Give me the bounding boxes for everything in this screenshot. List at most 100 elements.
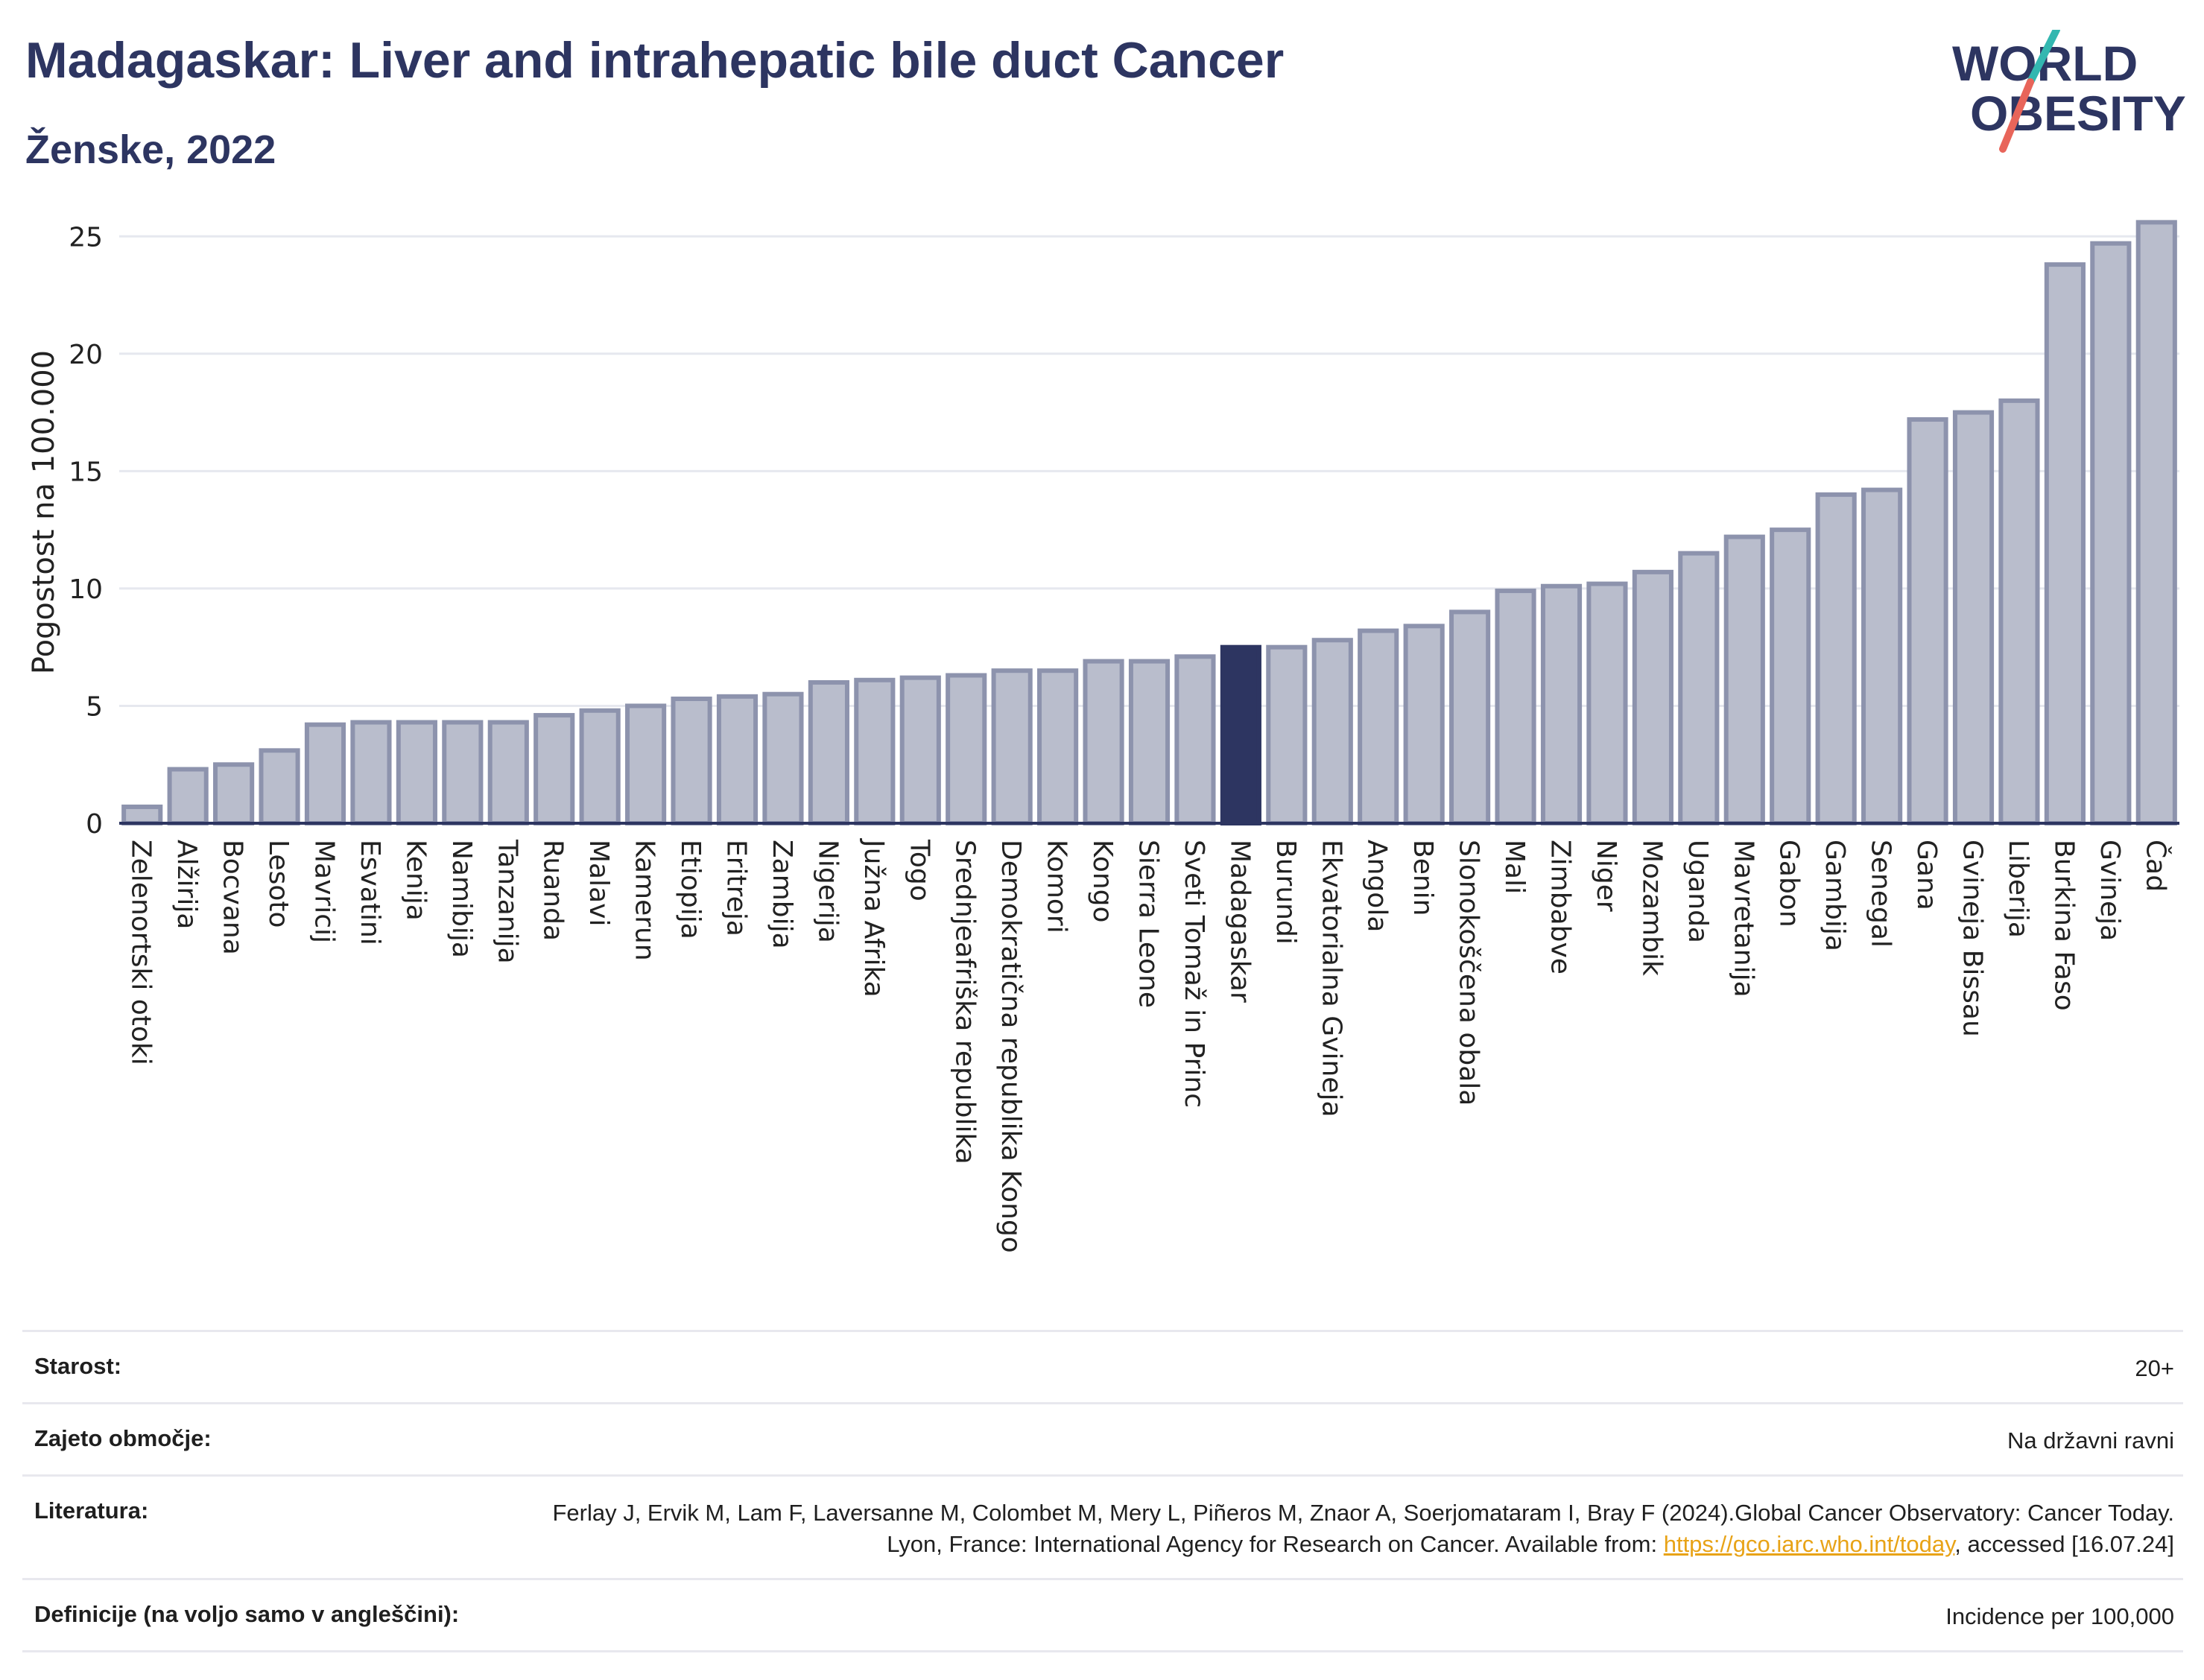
- x-tick-label: Senegal: [1866, 840, 1896, 948]
- x-tick-label: Kamerun: [630, 840, 660, 961]
- info-value-definitions: Incidence per 100,000: [1945, 1603, 2174, 1629]
- literature-accessed: , accessed [16.07.24]: [1954, 1531, 2174, 1557]
- y-tick-label: 15: [69, 457, 103, 487]
- bar: [579, 708, 621, 825]
- bar: [1083, 659, 1124, 825]
- x-tick-label: Malavi: [583, 840, 614, 927]
- x-tick-label: Uganda: [1682, 840, 1713, 943]
- logo-text-world: WORLD: [1952, 36, 2138, 91]
- bar: [1311, 638, 1353, 826]
- x-tick-label: Madagaskar: [1224, 840, 1255, 1003]
- x-tick-label: Mali: [1499, 840, 1530, 894]
- x-tick-label: Slonokoščena obala: [1454, 840, 1484, 1106]
- bar: [213, 762, 255, 826]
- logo-slash-red: [1999, 78, 2034, 153]
- x-tick-label: Eritreja: [721, 840, 752, 936]
- literature-text: Ferlay J, Ervik M, Lam F, Laversanne M, …: [552, 1500, 2174, 1557]
- bar: [487, 720, 529, 826]
- bar: [1723, 534, 1765, 825]
- bar: [304, 722, 346, 826]
- x-tick-label: Togo: [904, 839, 934, 901]
- info-row-definitions: Definicije (na voljo samo v angleščini):…: [22, 1578, 2183, 1652]
- info-value-coverage: Na državni ravni: [2007, 1427, 2174, 1454]
- bar: [1495, 589, 1536, 825]
- y-tick-label: 5: [86, 691, 103, 722]
- x-tick-label: Namibija: [446, 840, 477, 958]
- x-tick-label: Sierra Leone: [1133, 840, 1164, 1008]
- x-tick-label: Kenija: [400, 840, 431, 921]
- info-row-age: Starost: 20+: [22, 1330, 2183, 1402]
- bar: [671, 697, 712, 825]
- bar: [1815, 492, 1857, 825]
- x-tick-label: Čad: [2140, 840, 2171, 892]
- x-tick-label: Benin: [1407, 840, 1438, 916]
- bar: [946, 673, 987, 825]
- bar: [1632, 569, 1673, 825]
- x-tick-label: Nigerija: [812, 840, 843, 943]
- bar: [533, 713, 575, 825]
- info-table: Starost: 20+ Zajeto območje: Na državni …: [22, 1330, 2183, 1652]
- bar: [167, 767, 209, 826]
- bar: [1358, 628, 1399, 825]
- bar: [808, 679, 849, 826]
- bar: [350, 720, 392, 826]
- x-tick-label: Liberija: [2003, 840, 2033, 938]
- x-tick-label: Niger: [1591, 840, 1621, 912]
- x-tick-label: Esvatini: [355, 840, 385, 945]
- x-tick-label: Gvineja Bissau: [1957, 840, 1988, 1037]
- x-tick-label: Kongo: [1087, 840, 1118, 923]
- info-value-age: 20+: [2135, 1355, 2174, 1381]
- source-link[interactable]: https://gco.iarc.who.int/today: [1663, 1531, 1955, 1557]
- bar: [991, 668, 1033, 825]
- bar: [1037, 668, 1079, 825]
- chart-title: Madagaskar: Liver and intrahepatic bile …: [25, 32, 1285, 89]
- y-tick-label: 0: [86, 809, 103, 840]
- x-tick-label: Komori: [1042, 840, 1072, 933]
- x-tick-label: Sveti Tomaž in Princ: [1179, 840, 1209, 1108]
- x-tick-label: Južna Afrika: [858, 838, 889, 998]
- bar: [1266, 644, 1308, 826]
- bar: [854, 677, 896, 826]
- bar: [1586, 581, 1628, 825]
- bar: [1128, 659, 1171, 825]
- x-tick-label: Tanzanija: [492, 839, 522, 964]
- bar: [1220, 644, 1261, 826]
- bar: [1449, 609, 1491, 825]
- bar: [1174, 654, 1216, 825]
- bar: [1861, 487, 1903, 825]
- logo-slash-teal: [2027, 30, 2060, 86]
- x-tick-label: Ruanda: [538, 840, 569, 941]
- bar: [2135, 220, 2177, 825]
- bar: [1770, 527, 1811, 825]
- bar: [1678, 551, 1720, 825]
- x-tick-label: Gana: [1911, 840, 1942, 910]
- bar: [1403, 624, 1445, 825]
- x-tick-label: Angola: [1362, 840, 1393, 932]
- bar: [259, 748, 300, 825]
- bar-chart: 0 5 10 15 20 25 Pogostost na 100.000 Zelenortsk…: [27, 220, 2179, 1253]
- bar: [716, 694, 759, 825]
- x-tick-label: Srednjeafriška republika: [950, 840, 981, 1164]
- info-label-age: Starost:: [34, 1353, 122, 1379]
- x-tick-label: Demokratična republika Kongo: [995, 840, 1026, 1253]
- x-tick-label: Alžirija: [171, 840, 202, 929]
- bar: [121, 804, 163, 826]
- y-tick-label: 20: [69, 340, 103, 370]
- world-obesity-logo: WORLD OBESITY: [1952, 30, 2186, 153]
- y-tick-label: 25: [69, 222, 103, 253]
- bar: [1540, 583, 1583, 825]
- x-tick-label: Zelenortski otoki: [126, 840, 156, 1065]
- x-tick-label: Gambija: [1820, 840, 1850, 951]
- bar: [2044, 262, 2086, 825]
- info-label-literature: Literatura:: [34, 1497, 149, 1524]
- info-value-literature: Ferlay J, Ervik M, Lam F, Laversanne M, …: [498, 1497, 2174, 1560]
- x-tick-label: Ekvatorialna Gvineja: [1316, 840, 1346, 1118]
- info-label-coverage: Zajeto območje:: [34, 1425, 212, 1451]
- bar: [442, 720, 484, 826]
- x-tick-label: Gabon: [1774, 840, 1805, 928]
- x-tick-label: Etiopija: [675, 840, 706, 939]
- x-tick-label: Mozambik: [1636, 840, 1667, 976]
- x-tick-label: Zambija: [767, 840, 797, 949]
- chart-subtitle: Ženske, 2022: [25, 127, 276, 172]
- x-tick-label: Lesoto: [263, 840, 294, 928]
